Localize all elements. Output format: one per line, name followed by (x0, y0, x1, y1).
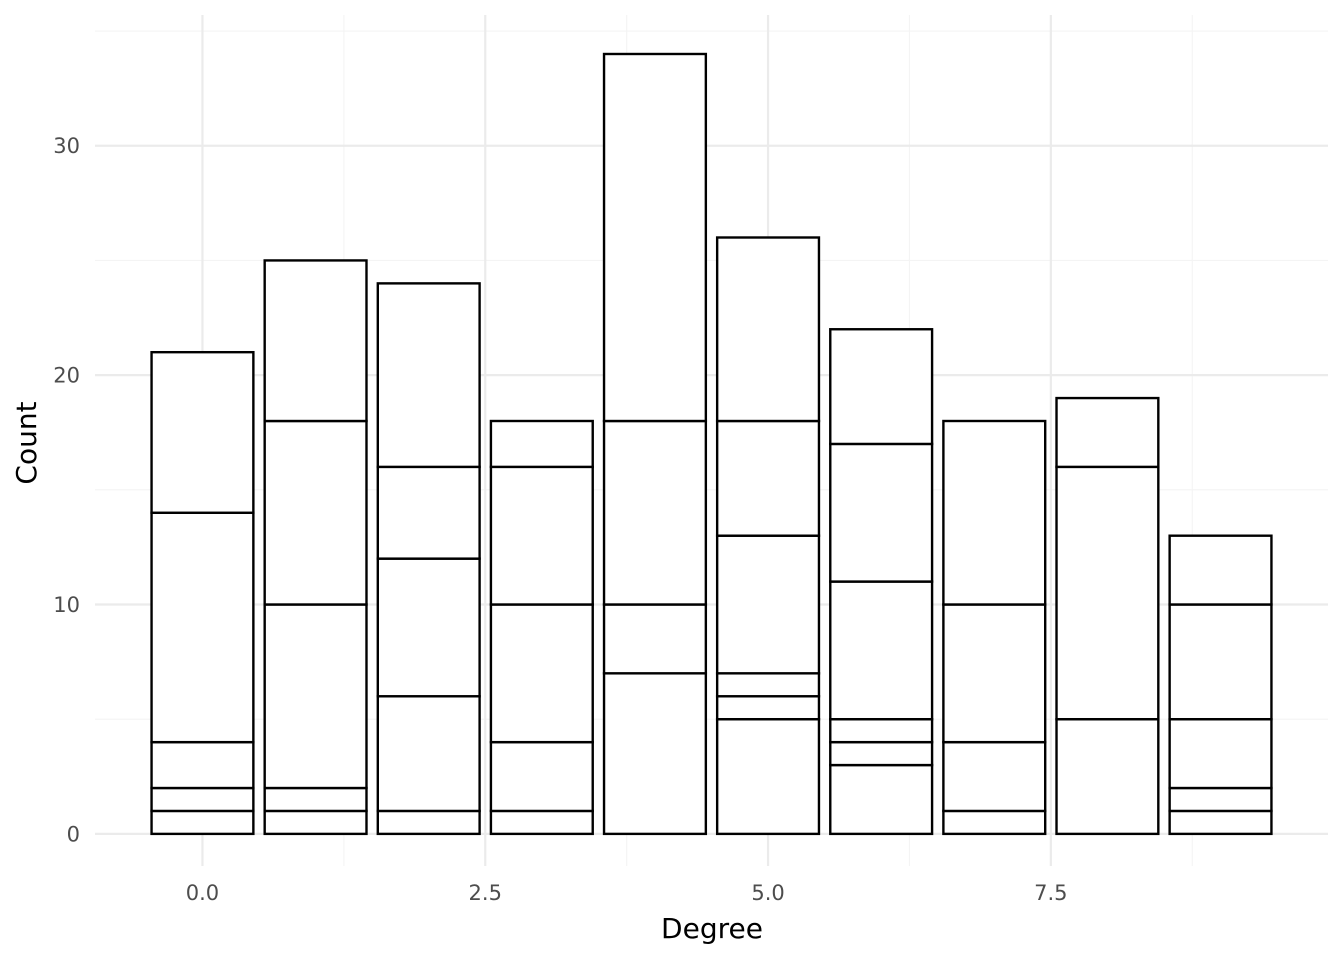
y-axis-ticks: 0 10 20 30 (53, 134, 80, 846)
bar-segment (150, 809, 255, 836)
y-tick-label: 0 (67, 822, 80, 846)
bar-segment (376, 557, 481, 698)
bar-segment (715, 534, 821, 675)
bar-segment (1055, 717, 1160, 836)
bar-segment (150, 740, 255, 790)
bar (263, 259, 368, 836)
bar-segment (489, 465, 594, 606)
bar-segment (829, 717, 934, 744)
x-tick-label: 7.5 (1034, 881, 1067, 905)
bar-segment (489, 603, 594, 744)
bar-segment (942, 419, 1047, 606)
bar (829, 328, 934, 836)
bar-segment (829, 740, 934, 767)
y-axis-title: Count (10, 401, 43, 484)
bar-segment (263, 419, 368, 606)
bar-segment (376, 282, 481, 469)
bar-segment (942, 740, 1047, 813)
bar-segment (263, 809, 368, 836)
bar-segment (829, 442, 934, 583)
bar-segment (1055, 396, 1160, 469)
bar-segment (376, 465, 481, 560)
bar-segment (150, 511, 255, 744)
bar-segment (829, 328, 934, 446)
bar-segment (263, 603, 368, 790)
x-tick-label: 2.5 (469, 881, 502, 905)
bar-segment (489, 740, 594, 813)
bar-segment (376, 809, 481, 836)
bar-segment (829, 763, 934, 836)
bar-segment (263, 259, 368, 423)
bar-segment (942, 809, 1047, 836)
bar-segment (1168, 717, 1273, 790)
bar-segment (942, 603, 1047, 744)
bar-segment (489, 419, 594, 469)
bar-segment (1168, 809, 1273, 836)
bar (1168, 534, 1273, 836)
bar-segment (715, 419, 821, 537)
bar-segment (715, 672, 821, 698)
bar (715, 236, 821, 836)
bar-segment (829, 580, 934, 721)
bar-segment (1168, 534, 1273, 606)
bar-segment (715, 695, 821, 721)
x-tick-label: 0.0 (186, 881, 219, 905)
bar-segment (715, 236, 821, 423)
bar (376, 282, 481, 836)
bar (602, 52, 708, 836)
bar-segment (150, 350, 255, 514)
bar (489, 419, 594, 836)
y-tick-label: 20 (53, 364, 80, 388)
bar-segment (715, 717, 821, 836)
bar-segment (602, 52, 708, 423)
x-axis-ticks: 0.0 2.5 5.0 7.5 (186, 881, 1068, 905)
bar-segment (1168, 786, 1273, 813)
y-tick-label: 30 (53, 134, 80, 158)
bar-segment (1168, 603, 1273, 721)
bar-segment (602, 603, 708, 675)
bar-segment (602, 672, 708, 836)
x-tick-label: 5.0 (751, 881, 784, 905)
bar-segment (263, 786, 368, 813)
bar-segment (489, 809, 594, 836)
bar-segment (376, 695, 481, 813)
bar (1055, 396, 1160, 836)
bar-segment (150, 786, 255, 813)
y-tick-label: 10 (53, 593, 80, 617)
bars (150, 52, 1273, 836)
bar (942, 419, 1047, 836)
bar-segment (1055, 465, 1160, 721)
bar-segment (602, 419, 708, 606)
x-axis-title: Degree (661, 912, 763, 945)
bar (150, 350, 255, 836)
